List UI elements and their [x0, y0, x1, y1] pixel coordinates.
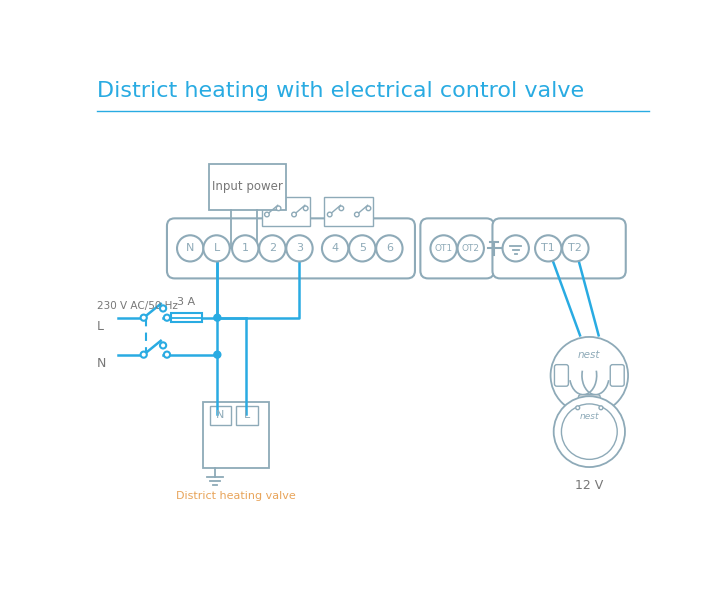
Text: 5: 5: [359, 244, 365, 254]
FancyBboxPatch shape: [610, 365, 624, 386]
Circle shape: [328, 212, 332, 217]
Text: 1: 1: [242, 244, 249, 254]
Circle shape: [366, 206, 371, 211]
Circle shape: [259, 235, 285, 261]
Text: District heating with electrical control valve: District heating with electrical control…: [98, 81, 585, 100]
Circle shape: [141, 315, 147, 321]
FancyBboxPatch shape: [420, 219, 494, 279]
Circle shape: [339, 206, 344, 211]
Circle shape: [535, 235, 561, 261]
Circle shape: [554, 396, 625, 467]
FancyBboxPatch shape: [167, 219, 415, 279]
Text: L: L: [244, 410, 250, 421]
Circle shape: [599, 406, 603, 410]
FancyBboxPatch shape: [261, 197, 310, 226]
Circle shape: [214, 314, 221, 321]
Text: Input power: Input power: [212, 181, 283, 193]
Circle shape: [232, 235, 258, 261]
Text: 3: 3: [296, 244, 303, 254]
Text: 4: 4: [331, 244, 339, 254]
Circle shape: [349, 235, 376, 261]
FancyBboxPatch shape: [236, 406, 258, 425]
Text: OT1: OT1: [435, 244, 453, 253]
Text: N: N: [186, 244, 194, 254]
Circle shape: [214, 351, 221, 358]
FancyBboxPatch shape: [203, 402, 269, 468]
Circle shape: [458, 235, 484, 261]
Text: nest: nest: [579, 412, 599, 421]
Circle shape: [322, 235, 348, 261]
Text: 6: 6: [386, 244, 393, 254]
FancyBboxPatch shape: [579, 394, 600, 410]
Text: 2: 2: [269, 244, 276, 254]
FancyBboxPatch shape: [171, 313, 202, 323]
FancyBboxPatch shape: [210, 406, 232, 425]
FancyBboxPatch shape: [324, 197, 373, 226]
Circle shape: [141, 352, 147, 358]
Circle shape: [264, 212, 269, 217]
Text: 12 V: 12 V: [575, 479, 604, 492]
Circle shape: [164, 315, 170, 321]
Circle shape: [430, 235, 456, 261]
Text: T2: T2: [569, 244, 582, 254]
Circle shape: [376, 235, 403, 261]
FancyBboxPatch shape: [209, 164, 286, 210]
Circle shape: [562, 235, 588, 261]
Text: District heating valve: District heating valve: [176, 491, 296, 501]
Circle shape: [160, 342, 166, 349]
Text: N: N: [216, 410, 225, 421]
Circle shape: [164, 352, 170, 358]
Text: 3 A: 3 A: [177, 298, 195, 307]
Text: L: L: [98, 320, 104, 333]
Text: N: N: [98, 357, 106, 370]
Circle shape: [355, 212, 359, 217]
Text: OT2: OT2: [462, 244, 480, 253]
Circle shape: [203, 235, 230, 261]
Circle shape: [292, 212, 296, 217]
Circle shape: [177, 235, 203, 261]
FancyBboxPatch shape: [555, 365, 569, 386]
Text: T1: T1: [542, 244, 555, 254]
Text: 230 V AC/50 Hz: 230 V AC/50 Hz: [98, 301, 178, 311]
Circle shape: [304, 206, 308, 211]
Circle shape: [160, 305, 166, 311]
Circle shape: [576, 406, 579, 410]
Text: nest: nest: [578, 350, 601, 361]
Text: L: L: [213, 244, 220, 254]
Circle shape: [276, 206, 281, 211]
Circle shape: [561, 404, 617, 459]
Circle shape: [502, 235, 529, 261]
FancyBboxPatch shape: [492, 219, 626, 279]
Circle shape: [286, 235, 312, 261]
Circle shape: [550, 337, 628, 414]
